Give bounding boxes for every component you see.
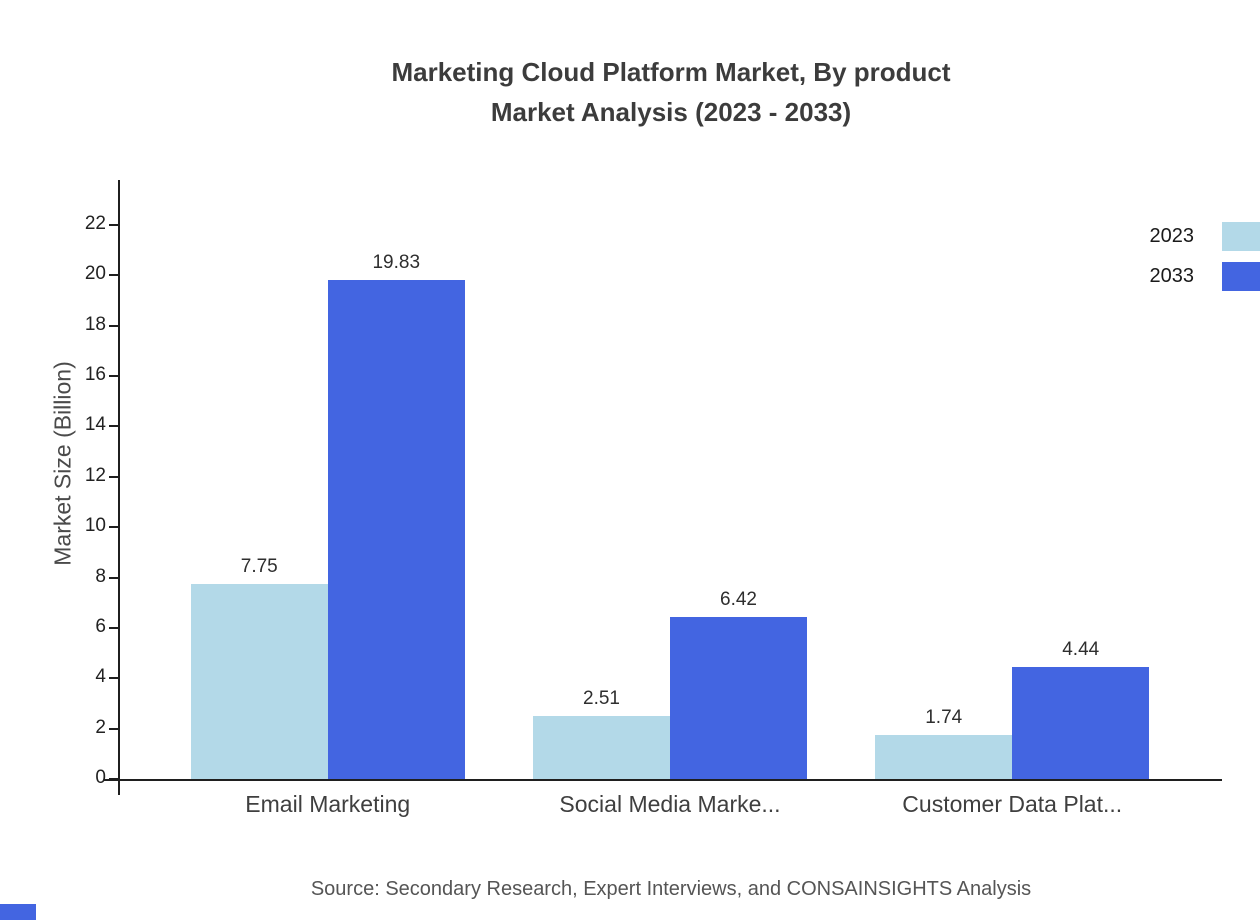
y-tick-label: 6 <box>95 615 106 637</box>
bar-value-label: 1.74 <box>925 707 963 729</box>
y-tick-mark <box>109 778 118 780</box>
bar-value-label: 2.51 <box>583 687 620 709</box>
y-tick-label: 22 <box>84 213 106 234</box>
bar-value-label: 7.75 <box>240 555 278 577</box>
y-tick-label: 18 <box>84 313 106 335</box>
x-category-label: Email Marketing <box>245 791 411 817</box>
y-tick-mark <box>109 677 118 680</box>
x-category-label: Customer Data Plat... <box>902 791 1123 817</box>
y-tick-label: 16 <box>84 364 106 386</box>
y-tick-label: 8 <box>95 565 106 587</box>
bar-2023-email-marketing <box>190 583 328 779</box>
x-category-label: Social Media Marke... <box>559 791 781 817</box>
y-tick-label: 14 <box>84 414 106 436</box>
chart-title-line1: Marketing Cloud Platform Market, By prod… <box>391 57 951 87</box>
bar-value-label: 19.83 <box>372 251 421 273</box>
y-tick-mark <box>109 626 118 629</box>
legend-swatch-icon <box>1222 262 1260 291</box>
y-tick-label: 10 <box>84 515 106 537</box>
y-tick-label: 0 <box>95 767 106 788</box>
legend-item-2033: 2033 <box>1150 262 1260 291</box>
legend-label: 2033 <box>1149 265 1195 287</box>
legend-item-2023: 2023 <box>1150 222 1260 251</box>
y-tick-mark <box>109 224 118 226</box>
y-tick-mark <box>109 324 118 327</box>
y-tick-mark <box>109 375 118 378</box>
plot-area: 0 2 4 6 8 10 12 14 16 18 20 22 7.75 19.83 Email Market… <box>85 180 1222 817</box>
x-axis-line <box>104 779 1222 781</box>
y-axis-line <box>118 180 120 795</box>
y-tick-label: 4 <box>95 666 106 688</box>
legend: 2023 2033 <box>1150 222 1260 302</box>
y-tick-label: 12 <box>84 464 106 486</box>
brand-corner-mark <box>0 904 36 920</box>
y-tick-mark <box>109 727 118 730</box>
chart-title: Marketing Cloud Platform Market, By prod… <box>0 52 1260 132</box>
chart-title-line2: Market Analysis (2023 - 2033) <box>490 97 852 127</box>
legend-label: 2023 <box>1149 225 1195 247</box>
y-tick-mark <box>109 576 118 579</box>
bar-value-label: 6.42 <box>720 589 757 611</box>
bar-2033-email-marketing <box>327 279 465 779</box>
bar-2033-social-media-marke <box>670 617 807 779</box>
y-tick-label: 2 <box>95 716 106 738</box>
bar-2023-customer-data-plat <box>875 735 1013 779</box>
y-tick-mark <box>109 475 118 478</box>
bar-value-label: 4.44 <box>1062 639 1100 661</box>
bar-2033-customer-data-plat <box>1012 667 1150 779</box>
y-tick-mark <box>109 526 118 529</box>
y-tick-label: 20 <box>84 263 106 285</box>
y-tick-mark <box>109 274 118 277</box>
y-tick-mark <box>109 425 118 428</box>
source-note: Source: Secondary Research, Expert Inter… <box>310 878 1032 900</box>
bar-2023-social-media-marke <box>533 715 670 779</box>
legend-swatch-icon <box>1222 222 1260 251</box>
